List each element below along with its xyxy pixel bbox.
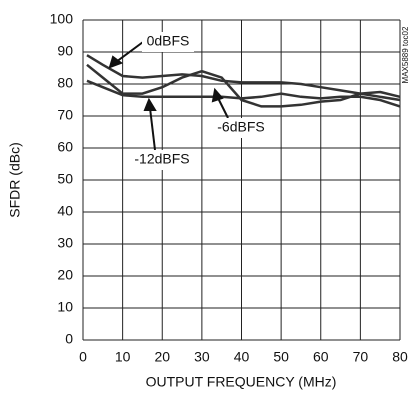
annotation: 0dBFS [147,33,190,49]
annotation: -6dBFS [217,119,264,135]
x-tick-label: 20 [154,349,170,365]
y-axis-label: SFDR (dBc) [7,142,23,217]
x-tick-label: 10 [115,349,131,365]
series-line [86,63,401,108]
y-tick-label: 0 [65,331,73,347]
y-tick-label: 50 [57,171,73,187]
y-tick-label: 90 [57,43,73,59]
y-tick-label: 10 [57,299,73,315]
annotation: -12dBFS [134,151,189,167]
x-tick-label: 50 [273,349,289,365]
x-tick-label: 60 [313,349,329,365]
x-tick-label: 30 [194,349,210,365]
y-tick-label: 80 [57,75,73,91]
x-axis-label: OUTPUT FREQUENCY (MHz) [146,374,337,390]
y-tick-label: 20 [57,267,73,283]
x-tick-label: 40 [234,349,250,365]
y-tick-label: 30 [57,235,73,251]
y-tick-label: 70 [57,107,73,123]
y-tick-label: 60 [57,139,73,155]
series-line [86,79,401,108]
x-tick-label: 0 [79,349,87,365]
series-line [86,54,401,102]
x-tick-label: 70 [353,349,369,365]
y-tick-label: 100 [50,11,74,27]
y-tick-label: 40 [57,203,73,219]
annotation-arrows [108,41,229,151]
side-label: MAX5889 toc02 [401,26,410,83]
x-tick-label: 80 [392,349,408,365]
